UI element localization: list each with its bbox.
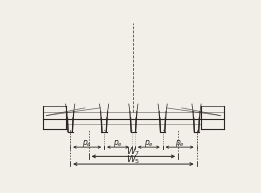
Text: $W_5$: $W_5$: [126, 153, 141, 166]
Text: $p_e$: $p_e$: [113, 138, 123, 149]
Text: $p_e$: $p_e$: [144, 138, 154, 149]
Text: $p_e$: $p_e$: [175, 138, 185, 149]
Text: $W_7$: $W_7$: [126, 146, 141, 158]
Text: $p_e$: $p_e$: [82, 138, 92, 149]
